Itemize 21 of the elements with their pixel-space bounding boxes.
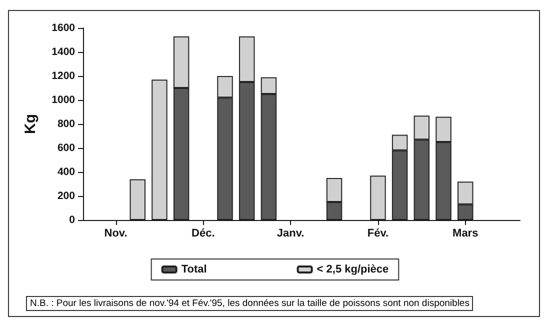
x-tick-label: Déc. [192,228,215,240]
legend-label: Total [181,264,207,276]
bar [370,176,386,220]
y-tick-label: 0 [69,214,76,226]
y-axis-title: Kg [22,114,39,134]
x-tick-label: Janv. [276,228,304,240]
y-tick-label: 1000 [52,94,76,106]
x-tick-label: Nov. [104,228,128,240]
y-tick-label: 1400 [52,46,76,58]
y-tick-label: 400 [57,166,76,178]
bar [152,80,168,220]
x-tick-label: Mars [452,228,478,240]
y-tick-label: 1200 [52,70,76,82]
y-tick-label: 200 [57,190,76,202]
y-tick-label: 1600 [52,22,76,34]
y-tick-label: 600 [57,142,76,154]
bar [130,179,146,220]
x-tick-label: Fév. [367,228,389,240]
y-tick-label: 800 [57,118,76,130]
text: N.B. : Pour les livraisons de nov.'94 et Fév.'95, les données sur la taille de poissons sont non disponibles [26,296,474,311]
legend-label: < 2,5 kg/pièce [316,264,389,276]
